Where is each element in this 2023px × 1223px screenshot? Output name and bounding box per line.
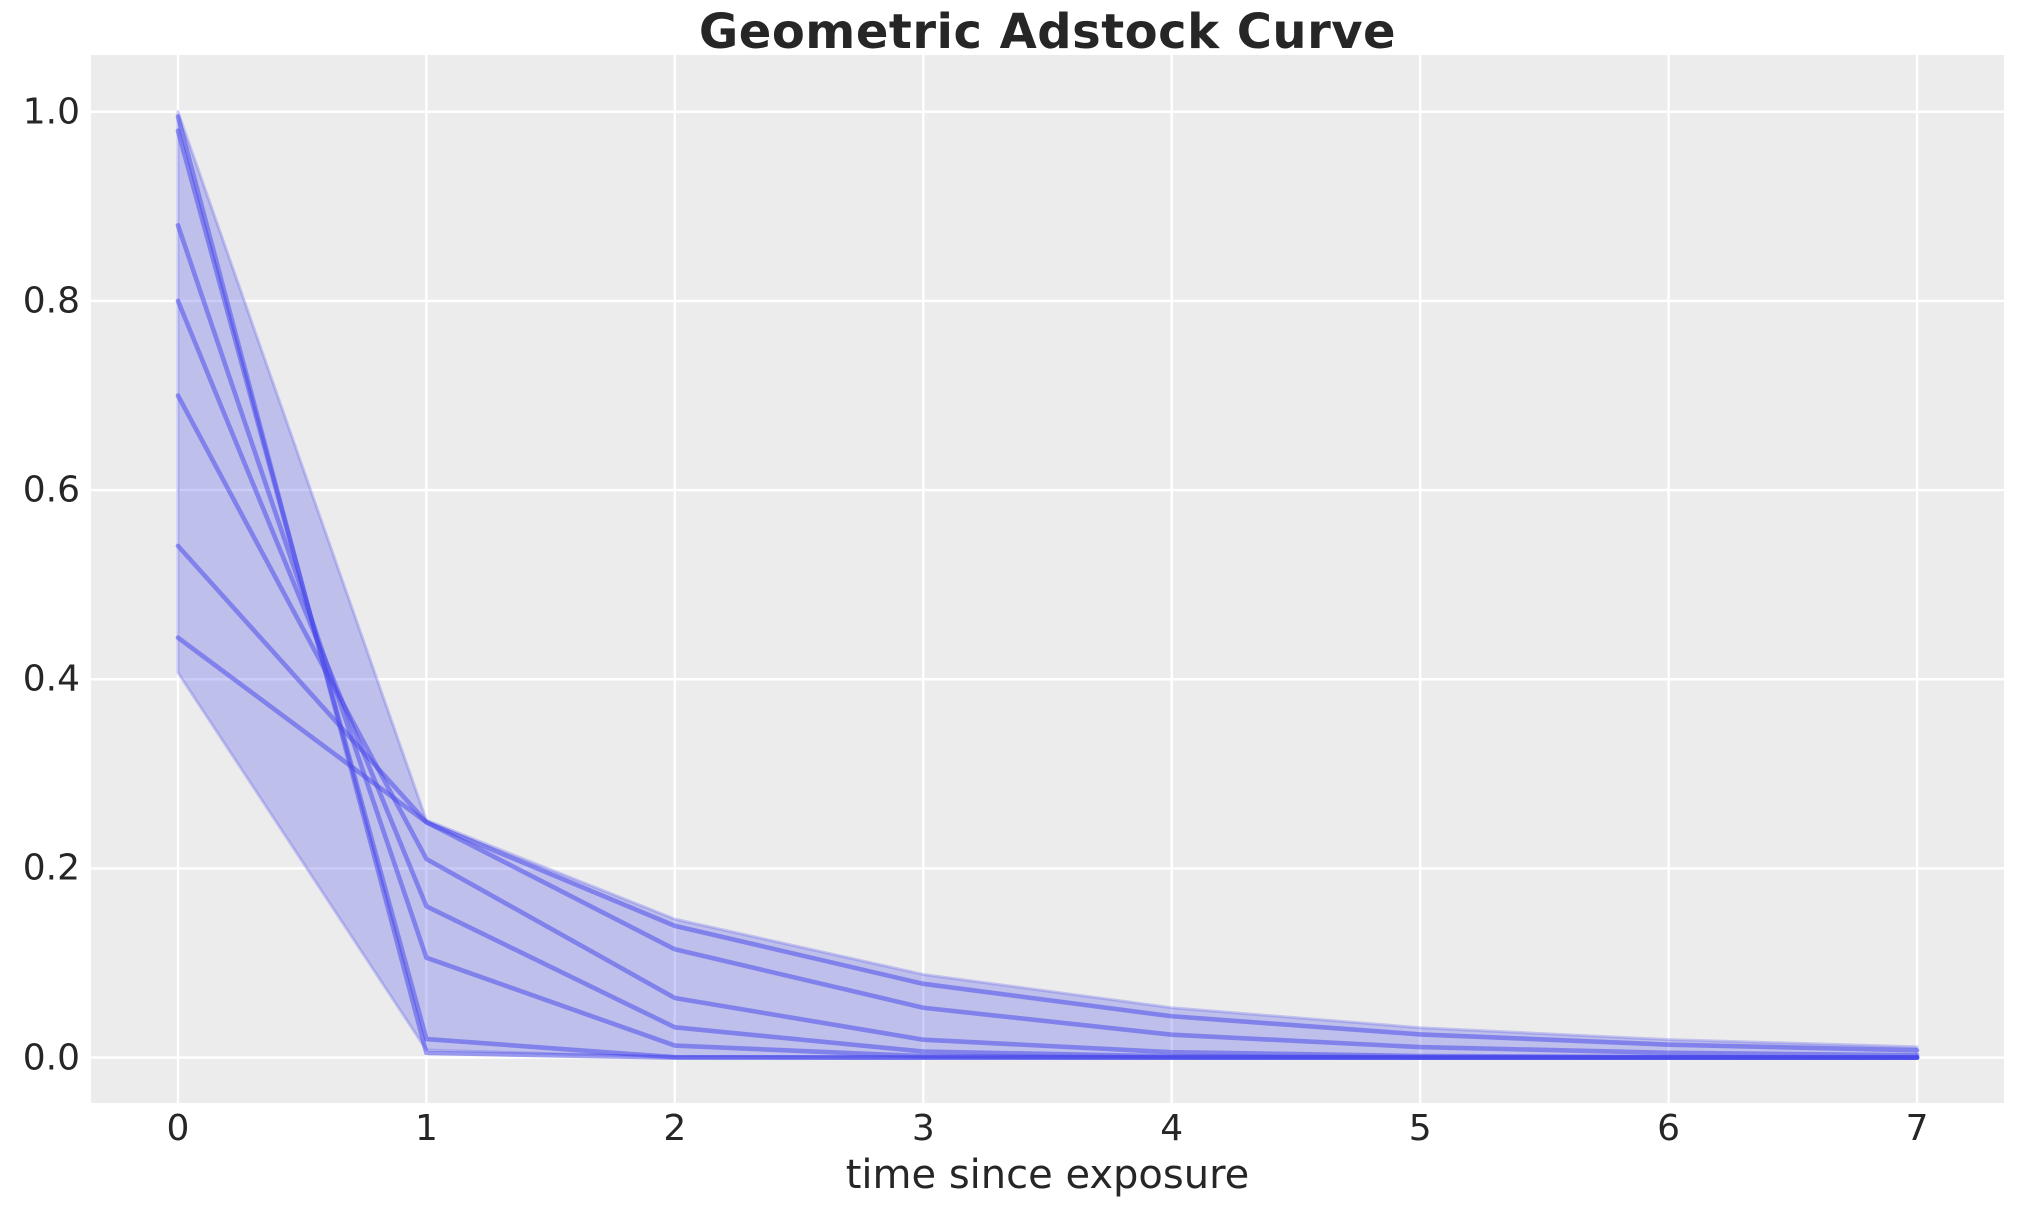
y-tick-label-0.6: 0.6 xyxy=(22,469,80,511)
y-tick-label-0.2: 0.2 xyxy=(22,847,80,889)
x-tick-label-3: 3 xyxy=(911,1108,935,1149)
y-tick-label-1.0: 1.0 xyxy=(22,91,80,133)
x-tick-label-4: 4 xyxy=(1160,1108,1184,1149)
adstock-curves xyxy=(175,114,1920,1060)
adstock-curve-sample-5 xyxy=(175,393,1920,1060)
x-tick-label-7: 7 xyxy=(1905,1108,1929,1149)
x-tick-label-2: 2 xyxy=(663,1108,687,1149)
x-tick-label-0: 0 xyxy=(166,1108,190,1149)
grid-lines xyxy=(91,55,2004,1103)
x-tick-label-1: 1 xyxy=(414,1108,438,1149)
chart-title: Geometric Adstock Curve xyxy=(698,4,1397,60)
y-tick-label-0.4: 0.4 xyxy=(22,658,80,700)
adstock-curve-sample-7 xyxy=(175,635,1920,1053)
adstock-curve-sample-6 xyxy=(175,543,1920,1058)
x-axis-label: time since exposure xyxy=(845,1152,1250,1198)
x-tick-label-6: 6 xyxy=(1657,1108,1681,1149)
y-tick-label-0.0: 0.0 xyxy=(22,1037,80,1079)
axes-background xyxy=(91,55,2004,1103)
x-tick-label-5: 5 xyxy=(1408,1108,1432,1149)
y-tick-label-0.8: 0.8 xyxy=(22,280,80,322)
